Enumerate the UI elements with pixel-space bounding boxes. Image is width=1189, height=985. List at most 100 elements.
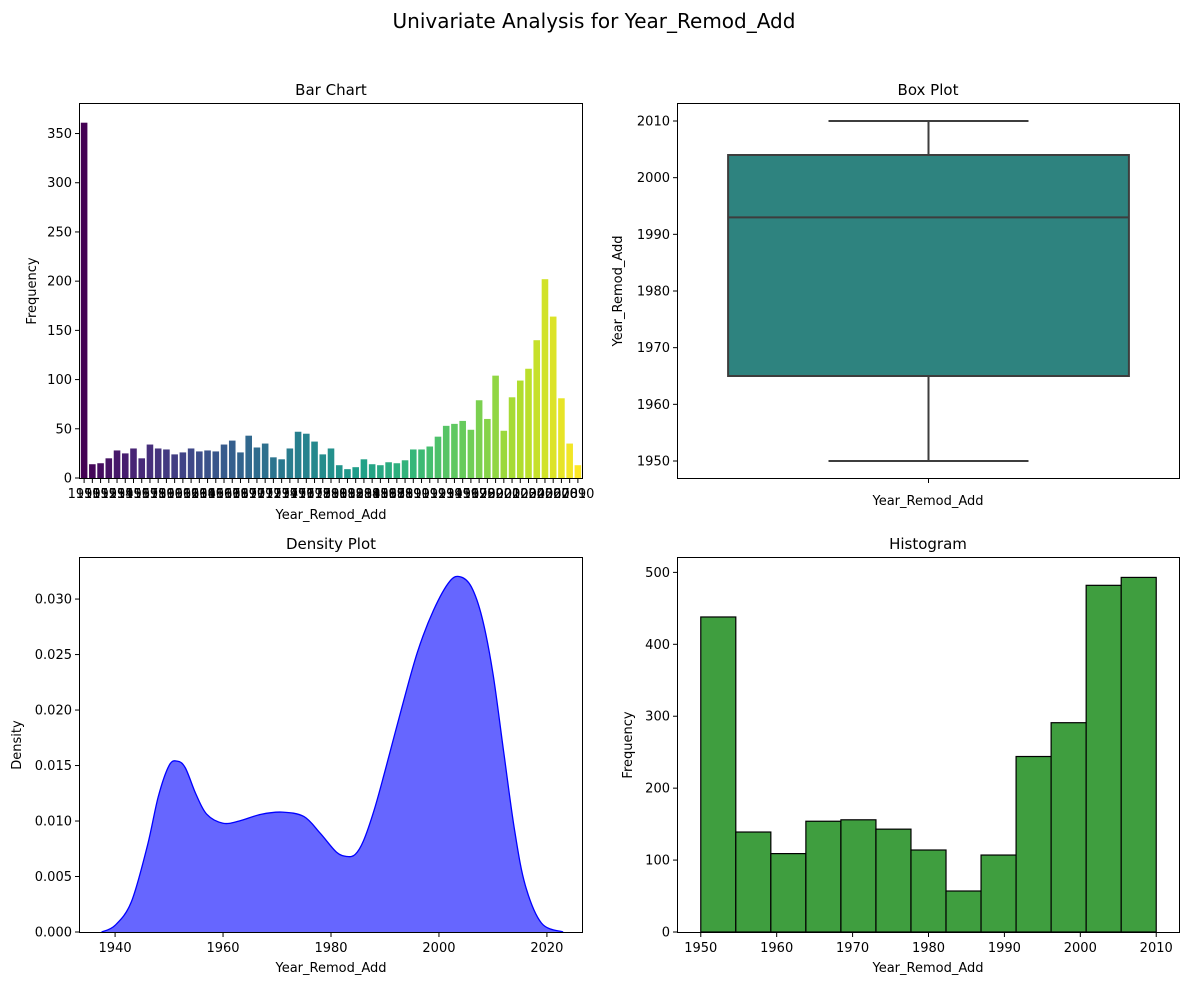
histogram-xlabel: Year_Remod_Add: [871, 961, 983, 976]
box-plot-ytick-label: 1990: [637, 228, 670, 243]
bar-chart-bar: [196, 451, 203, 478]
box-plot-xlabel: Year_Remod_Add: [871, 494, 983, 509]
bar-chart-xtick-label: 1992: [413, 487, 446, 502]
bar-chart-bar: [467, 429, 475, 478]
bar-chart-bar: [574, 465, 582, 478]
bar-chart-xtick-label: 1982: [331, 487, 364, 502]
bar-chart-axes: 0501001502002503003501950195119521953195…: [47, 127, 594, 502]
bar-chart-bar: [138, 458, 146, 478]
density-plot-xtick-label: 2000: [422, 941, 455, 956]
bar-chart-panel: Bar Chart 050100150200250300350195019511…: [25, 81, 594, 523]
box-plot-ytick-label: 1980: [637, 285, 670, 300]
histogram-panel: Histogram 0 100 200 300 400 500 1950 1960 1970 19…: [621, 535, 1180, 976]
bar-chart-bar: [549, 316, 557, 478]
histogram-bar: [805, 820, 842, 933]
histogram-xtick-label: 1950: [684, 941, 717, 956]
bar-chart-xtick-label: 1975: [273, 487, 306, 502]
histogram-ylabel: Frequency: [621, 711, 636, 778]
bar-chart-xtick-label: 1970: [232, 487, 265, 502]
density-plot-panel: Density Plot 0.0000.0050.0100.0150.0200.…: [10, 535, 583, 976]
density-plot-marks: [101, 575, 564, 933]
histogram-bar: [980, 854, 1017, 933]
density-plot-ytick-label: 0.010: [35, 815, 72, 830]
density-plot-ytick-label: 0.030: [35, 593, 72, 608]
bar-chart-xtick-label: 1974: [265, 487, 298, 502]
bar-chart-bar: [410, 449, 417, 478]
bar-chart-xtick-label: 1959: [142, 487, 175, 502]
box-plot-ytick-label: 1950: [637, 455, 670, 470]
bar-chart-xtick-label: 2003: [504, 487, 537, 502]
bar-chart-bar: [154, 448, 162, 478]
bar-chart-xtick-label: 1973: [257, 487, 290, 502]
histogram-ytick-label: 300: [645, 710, 670, 725]
density-plot-ytick-label: 0.020: [35, 704, 72, 719]
bar-chart-bar: [237, 452, 244, 478]
density-plot-ytick-label: 0.025: [35, 648, 72, 663]
bar-chart-bar: [121, 453, 129, 478]
bar-chart-bar: [566, 443, 573, 478]
bar-chart-xtick-label: 2005: [520, 487, 553, 502]
bar-chart-ytick-label: 100: [47, 373, 72, 388]
bar-chart-xtick-label: 1967: [207, 487, 240, 502]
bar-chart-xtick-label: 2004: [512, 487, 545, 502]
bar-chart-xtick-label: 1962: [166, 487, 199, 502]
bar-chart-xtick-label: 1983: [339, 487, 372, 502]
density-plot-axes: 0.000 0.005 0.010 0.015 0.020 0.025 0.030 1940 1…: [35, 593, 564, 956]
bar-chart-bar: [261, 443, 269, 478]
density-plot-frame: [79, 557, 583, 933]
box-plot-ytick-label: 2000: [637, 171, 670, 186]
bar-chart-xtick-label: 1998: [463, 487, 496, 502]
density-plot-xtick-label: 1980: [314, 941, 347, 956]
histogram-bar: [910, 849, 947, 933]
bar-chart-xtick-label: 1968: [216, 487, 249, 502]
bar-chart-bar: [377, 465, 384, 478]
bar-chart-ytick-label: 150: [47, 324, 72, 339]
bar-chart-bar: [171, 454, 178, 478]
histogram-bar: [1050, 722, 1087, 933]
bar-chart-xtick-label: 1963: [175, 487, 208, 502]
bar-chart-xtick-label: 1987: [372, 487, 405, 502]
bar-chart-xtick-label: 1965: [191, 487, 224, 502]
bar-chart-xtick-label: 1999: [471, 487, 504, 502]
bar-chart-bar: [492, 375, 499, 478]
bar-chart-xtick-label: 1950: [68, 487, 101, 502]
bar-chart-xtick-label: 2002: [496, 487, 529, 502]
bar-chart-bar: [80, 122, 88, 478]
histogram-xtick-label: 2000: [1064, 941, 1097, 956]
histogram-frame: [677, 557, 1180, 933]
bar-chart-bar: [253, 447, 261, 478]
bar-chart-ytick-label: 250: [47, 225, 72, 240]
bar-chart-bars: [80, 122, 582, 478]
bar-chart-bar: [245, 435, 252, 478]
box-plot-ylabel: Year_Remod_Add: [611, 235, 626, 347]
bar-chart-bar: [484, 418, 491, 478]
bar-chart-bar: [113, 450, 121, 478]
bar-chart-bar: [97, 463, 104, 478]
bar-chart-xtick-label: 1993: [421, 487, 454, 502]
bar-chart-xtick-label: 2009: [553, 487, 586, 502]
histogram-title: Histogram: [889, 535, 967, 553]
histogram-ytick-label: 100: [645, 854, 670, 869]
density-plot-ytick-label: 0.000: [35, 926, 72, 941]
bar-chart-xtick-label: 1986: [364, 487, 397, 502]
bar-chart-xlabel: Year_Remod_Add: [274, 508, 386, 523]
density-plot-ylabel: Density: [10, 720, 25, 770]
bar-chart-xtick-label: 1956: [117, 487, 150, 502]
bar-chart-bar: [179, 452, 187, 478]
bar-chart-bar: [163, 449, 170, 478]
bar-chart-xtick-label: 1964: [183, 487, 216, 502]
histogram-bar: [875, 828, 912, 933]
bar-chart-bar: [401, 460, 409, 478]
bar-chart-bar: [220, 444, 228, 478]
bar-chart-xtick-label: 1972: [249, 487, 282, 502]
bar-chart-xtick-label: 2010: [561, 487, 594, 502]
density-plot-xtick-label: 1960: [206, 941, 239, 956]
histogram-bar: [1120, 576, 1157, 933]
bar-chart-xtick-label: 1994: [430, 487, 463, 502]
bar-chart-xtick-label: 1954: [100, 487, 133, 502]
bar-chart-bar: [89, 464, 96, 478]
bar-chart-bar: [228, 440, 236, 478]
bar-chart-xtick-label: 1984: [347, 487, 380, 502]
